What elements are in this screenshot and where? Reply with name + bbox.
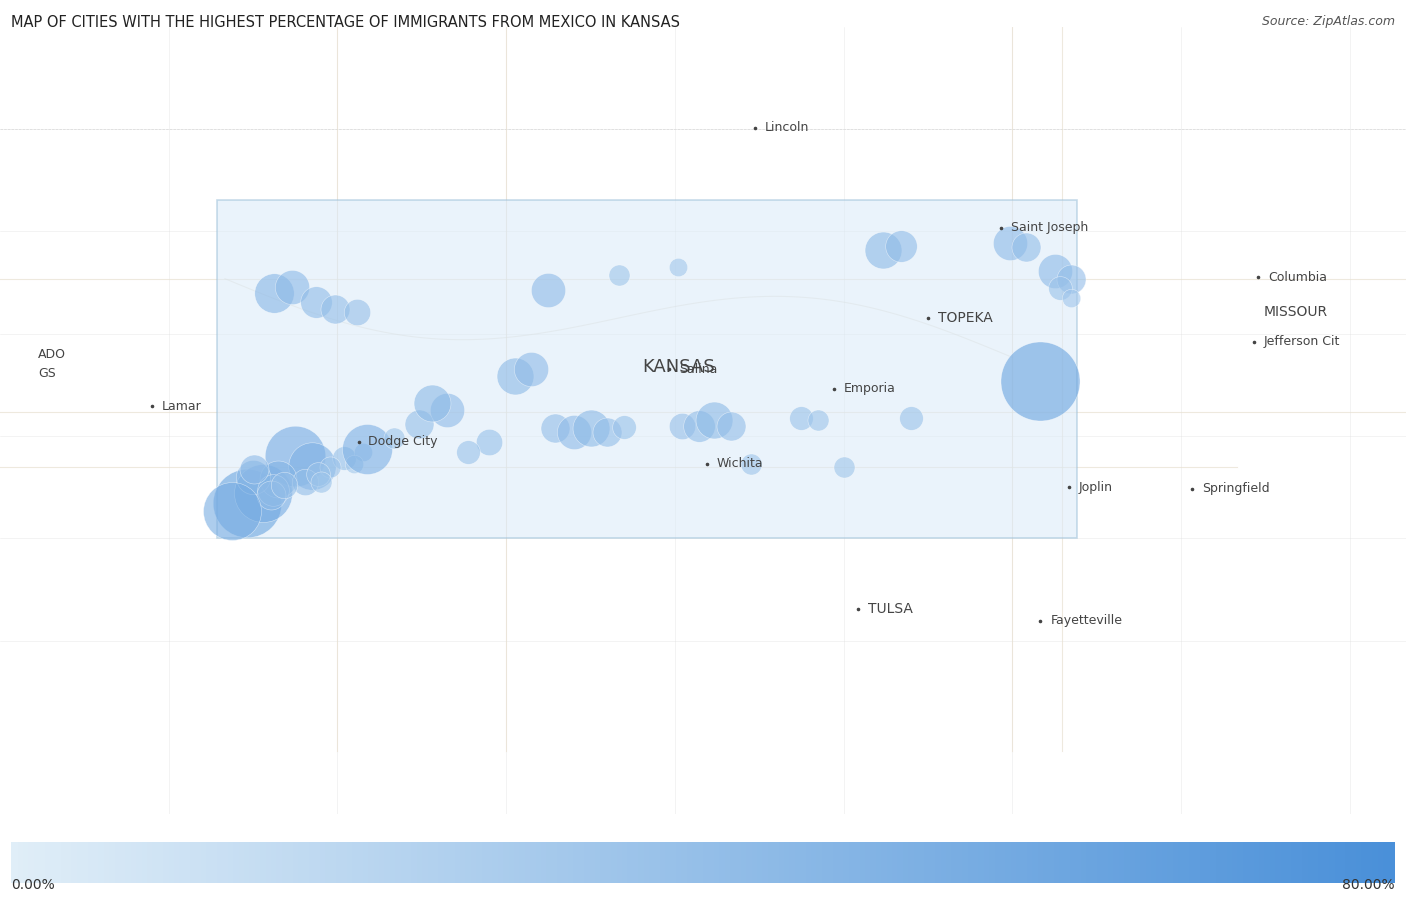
Point [252, 486, 274, 501]
Point [807, 414, 830, 428]
Point [307, 467, 329, 481]
Point [221, 503, 243, 518]
Point [1247, 270, 1270, 284]
Point [1029, 374, 1052, 388]
Point [917, 311, 939, 325]
Text: GS: GS [38, 367, 56, 379]
Point [596, 425, 619, 440]
Text: Springfield: Springfield [1202, 482, 1270, 495]
Point [990, 220, 1012, 235]
Point [141, 399, 163, 414]
Point [562, 425, 585, 440]
Text: Wichita: Wichita [717, 457, 763, 470]
Point [356, 441, 378, 456]
Point [263, 286, 285, 300]
Point [420, 396, 443, 410]
Text: TULSA: TULSA [868, 602, 912, 616]
Point [544, 421, 567, 435]
Point [671, 419, 693, 433]
Point [294, 475, 316, 489]
Point [333, 451, 356, 466]
Point [347, 434, 370, 449]
Point [301, 458, 323, 473]
Point [260, 488, 283, 503]
Text: Emporia: Emporia [844, 382, 896, 396]
Point [408, 417, 430, 432]
Point [352, 445, 374, 459]
Point [262, 482, 284, 496]
Point [998, 236, 1021, 251]
Point [832, 460, 855, 475]
Point [790, 411, 813, 425]
Text: Dodge City: Dodge City [368, 435, 437, 448]
Point [1043, 263, 1066, 278]
Point [323, 301, 346, 316]
Point [319, 460, 342, 475]
Point [823, 382, 845, 396]
Point [1057, 480, 1080, 494]
Text: KANSAS: KANSAS [643, 358, 716, 376]
Text: Lamar: Lamar [162, 400, 201, 413]
Point [520, 362, 543, 377]
Point [607, 268, 630, 282]
Point [1181, 482, 1204, 496]
Point [658, 362, 681, 377]
Point [284, 449, 307, 463]
Point [666, 260, 689, 274]
Point [1029, 614, 1052, 628]
Point [503, 369, 526, 384]
Point [1243, 334, 1265, 349]
Text: Fayetteville: Fayetteville [1050, 614, 1122, 628]
Point [1060, 291, 1083, 306]
Point [346, 305, 368, 319]
Point [309, 475, 332, 489]
Text: MISSOUR: MISSOUR [1264, 305, 1329, 319]
Point [703, 414, 725, 428]
Point [846, 602, 869, 617]
Point [720, 419, 742, 433]
Point [696, 457, 718, 471]
Text: ADO: ADO [38, 348, 66, 360]
Text: Source: ZipAtlas.com: Source: ZipAtlas.com [1261, 15, 1395, 28]
Text: 80.00%: 80.00% [1343, 877, 1395, 892]
Point [1015, 240, 1038, 254]
Point [740, 457, 762, 471]
Point [236, 495, 259, 510]
Text: Saint Joseph: Saint Joseph [1011, 221, 1088, 234]
Point [872, 243, 894, 257]
Point [457, 445, 479, 459]
Point [436, 403, 458, 417]
Point [744, 120, 766, 135]
Point [613, 419, 636, 434]
Point [890, 238, 912, 253]
Point [267, 472, 290, 486]
Bar [217, 200, 1077, 539]
Point [478, 435, 501, 450]
Point [273, 477, 295, 492]
Point [242, 469, 264, 484]
Text: Joplin: Joplin [1078, 481, 1112, 494]
Point [382, 431, 405, 445]
Text: 0.00%: 0.00% [11, 877, 55, 892]
Text: Columbia: Columbia [1268, 271, 1327, 283]
Point [537, 283, 560, 298]
Point [243, 462, 266, 476]
Point [305, 295, 328, 309]
Text: TOPEKA: TOPEKA [938, 311, 993, 325]
Point [688, 419, 710, 433]
Text: Salina: Salina [679, 362, 717, 376]
Text: MAP OF CITIES WITH THE HIGHEST PERCENTAGE OF IMMIGRANTS FROM MEXICO IN KANSAS: MAP OF CITIES WITH THE HIGHEST PERCENTAG… [11, 15, 681, 31]
Point [900, 411, 922, 425]
Point [1049, 280, 1071, 295]
Point [343, 457, 366, 471]
Text: Lincoln: Lincoln [765, 121, 810, 134]
Point [281, 280, 304, 294]
Text: Jefferson Cit: Jefferson Cit [1264, 335, 1340, 348]
Point [579, 421, 602, 435]
Point [1060, 271, 1083, 286]
